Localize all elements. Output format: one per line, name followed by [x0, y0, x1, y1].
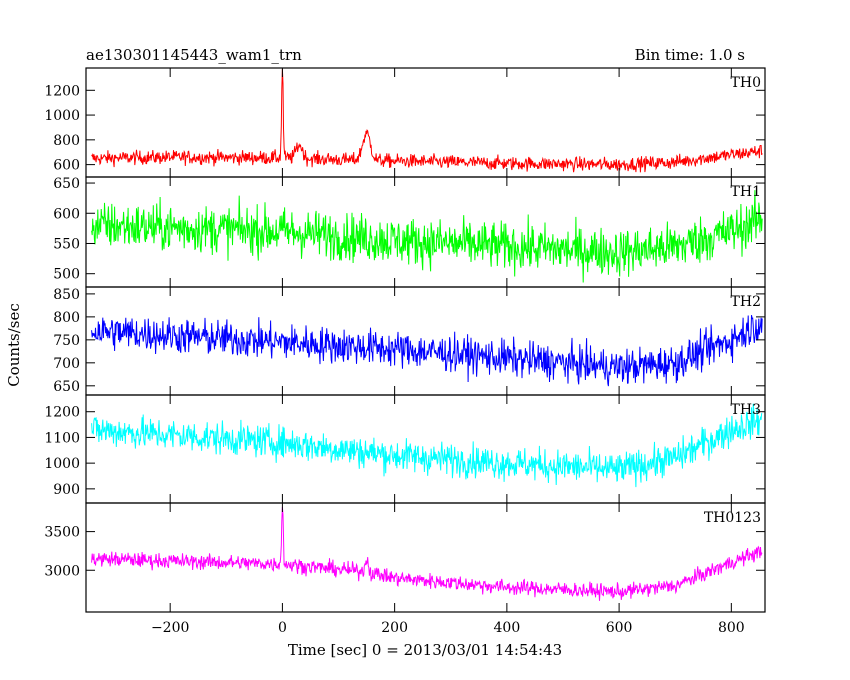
series-line-th0123 [91, 506, 763, 601]
panel-th0123: 3000 3500 TH0123 [44, 502, 766, 613]
y-tick-label: 650 [53, 379, 80, 395]
y-tick-label: 3000 [44, 563, 80, 579]
series-line-th2 [91, 315, 763, 387]
y-axis-label: Counts/sec [5, 303, 23, 387]
y-tick-label: 600 [53, 206, 80, 222]
panel-label-th3: TH3 [731, 402, 761, 418]
x-axis-label: Time [sec] 0 = 2013/03/01 14:54:43 [288, 641, 562, 659]
bin-time-label: Bin time: 1.0 s [635, 46, 745, 64]
panels-group: 600 800 1000 1200 TH0 500 550 600 650 TH1 650 700 75… [44, 67, 766, 636]
panel-label-th0: TH0 [731, 75, 761, 91]
y-tick-label: 1200 [44, 83, 80, 99]
y-tick-label: 650 [53, 176, 80, 192]
panel-label-th0123: TH0123 [704, 510, 761, 526]
series-line-th1 [91, 190, 763, 283]
y-tick-label: 500 [53, 267, 80, 283]
x-tick-label: 800 [718, 620, 745, 636]
panel-frame [85, 286, 766, 396]
x-tick-label: 600 [606, 620, 633, 636]
y-tick-label: 550 [53, 236, 80, 252]
y-tick-label: 1100 [44, 430, 80, 446]
y-tick-label: 800 [53, 310, 80, 326]
panel-th3: 900 1000 1100 1200 TH3 [44, 394, 766, 504]
y-tick-label: 1000 [44, 456, 80, 472]
y-tick-label: 850 [53, 287, 80, 303]
x-tick-label: 400 [494, 620, 521, 636]
y-tick-label: 1000 [44, 108, 80, 124]
x-tick-label: 200 [381, 620, 408, 636]
panel-th2: 650 700 750 800 850 TH2 [53, 286, 766, 396]
panel-label-th2: TH2 [731, 294, 761, 310]
chart-title: ae130301145443_wam1_trn [86, 46, 302, 64]
y-tick-label: 3500 [44, 525, 80, 541]
x-tick-label: 0 [278, 620, 287, 636]
x-tick-label: −200 [151, 620, 189, 636]
y-tick-label: 600 [53, 158, 80, 174]
y-tick-label: 900 [53, 482, 80, 498]
panel-th1: 500 550 600 650 TH1 [53, 176, 766, 288]
panel-th0: 600 800 1000 1200 TH0 [44, 67, 766, 178]
y-tick-label: 750 [53, 333, 80, 349]
panel-label-th1: TH1 [731, 184, 761, 200]
y-tick-label: 1200 [44, 405, 80, 421]
y-tick-label: 700 [53, 356, 80, 372]
panel-frame [85, 502, 766, 613]
series-line-th0 [91, 69, 763, 173]
series-line-th3 [91, 403, 763, 488]
panel-frame [85, 394, 766, 504]
y-tick-label: 800 [53, 133, 80, 149]
